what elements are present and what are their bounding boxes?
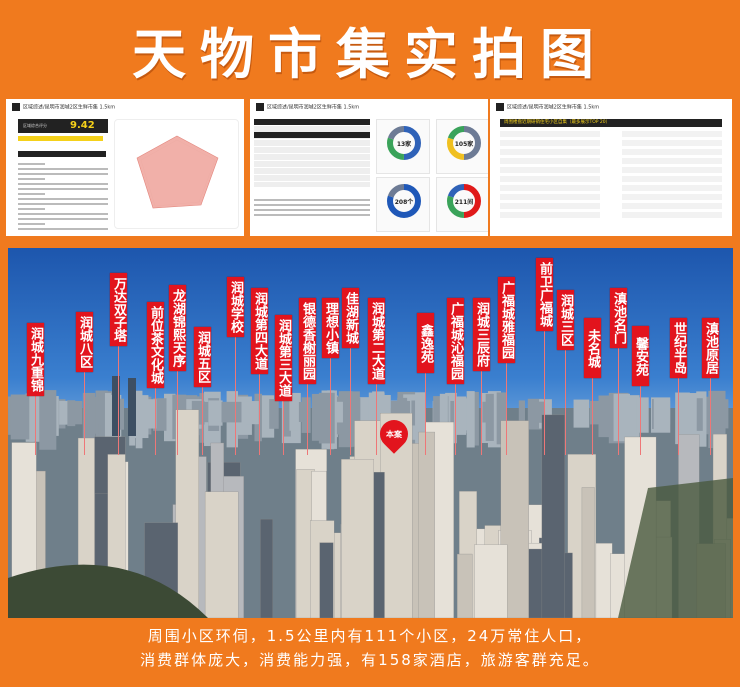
flag-pole <box>330 358 331 455</box>
flag-pole <box>678 378 679 455</box>
report-card-table: 区域综述/昆明市润城2区生鲜市集 1.5km 周围楼盘近期研销住宅小区自集（最多… <box>490 99 732 236</box>
page-title: 天物市集实拍图 <box>132 23 608 86</box>
landmark-label: 佳湖新城 <box>342 288 359 348</box>
landmark-label: 银德香榭丽园 <box>299 298 316 384</box>
flag-pole <box>283 401 284 455</box>
flag-pole <box>455 384 456 455</box>
table-right <box>622 131 722 221</box>
donut-chart: 211间 <box>436 177 488 232</box>
flag-pole <box>481 371 482 455</box>
flag-pole <box>565 350 566 455</box>
flag-pole <box>618 348 619 455</box>
report-card-overview: 区域综述/昆明市润城2区生鲜市集 1.5km 13家 105家 208个 211间 <box>250 99 488 236</box>
landmark-label: 世纪半岛 <box>670 318 687 378</box>
landmark-label: 润城第二大道 <box>368 298 385 384</box>
card-header: 区域综述/昆明市润城2区生鲜市集 1.5km <box>267 104 360 111</box>
landmark-label: 龙湖锦熙天序 <box>169 285 186 371</box>
flag-pole <box>350 348 351 455</box>
card-header: 区域综述/昆明市润城2区生鲜市集 1.5km <box>23 104 116 111</box>
flag-pole <box>425 373 426 455</box>
donut-label: 13家 <box>396 141 412 148</box>
score-bar <box>18 136 103 141</box>
flag-pole <box>202 387 203 455</box>
section-bar <box>18 151 106 157</box>
flag-pole <box>710 378 711 455</box>
flag-pole <box>640 386 641 455</box>
footer-text: 周围小区环伺，1.5公里内有111个小区，24万常住人口， 消费群体庞大，消费能… <box>0 624 740 672</box>
landmark-label: 未名城 <box>584 318 601 378</box>
flag-pole <box>544 331 545 455</box>
marker-label: 本案 <box>386 429 402 439</box>
header-square-icon <box>496 103 504 111</box>
landmark-label: 润城五区 <box>194 327 211 387</box>
score-box: 区域综合评分 9.42 <box>18 119 108 133</box>
landmark-label: 理想小镇 <box>322 298 339 358</box>
text-lines <box>18 163 108 233</box>
landmark-label: 广福城沁福园 <box>447 298 464 384</box>
landmark-label: 润城三辰府 <box>473 298 490 371</box>
radar-chart <box>136 135 219 209</box>
landmark-label: 鑫逸苑 <box>417 313 434 373</box>
landmark-label: 润城九重锦 <box>27 323 44 396</box>
flag-pole <box>592 378 593 455</box>
city-skyline <box>8 376 733 618</box>
header-square-icon <box>12 103 20 111</box>
flag-pole <box>118 346 119 455</box>
card-header: 区域综述/昆明市润城2区生鲜市集 1.5km <box>507 104 600 111</box>
report-card-score: 区域综述/昆明市润城2区生鲜市集 1.5km 区域综合评分 9.42 <box>6 99 244 236</box>
landmark-label: 前卫广福城 <box>536 258 553 331</box>
table-left <box>500 131 600 221</box>
donut-label: 211间 <box>454 199 474 206</box>
flag-pole <box>259 374 260 455</box>
radar-panel <box>114 119 239 229</box>
flag-pole <box>506 363 507 455</box>
donut-chart: 208个 <box>376 177 430 232</box>
landmark-label: 润城第三大道 <box>275 315 292 401</box>
flag-pole <box>376 384 377 455</box>
landmark-label: 润城三区 <box>557 290 574 350</box>
landmark-label: 润城八区 <box>76 312 93 372</box>
landmark-label: 广福城雅福园 <box>498 277 515 363</box>
footer-line-1: 周围小区环伺，1.5公里内有111个小区，24万常住人口， <box>147 627 593 645</box>
landmark-label: 万达双子塔 <box>110 273 127 346</box>
landmark-label: 润城学校 <box>227 277 244 337</box>
aerial-photo <box>8 248 733 618</box>
landmark-label: 馨安苑 <box>632 326 649 386</box>
landmark-label: 滇池名门 <box>610 288 627 348</box>
flag-pole <box>177 371 178 455</box>
flag-pole <box>235 337 236 455</box>
donut-chart: 13家 <box>376 119 430 174</box>
score-label: 区域综合评分 <box>23 123 47 128</box>
landmark-label: 前位茶文化城 <box>147 302 164 388</box>
text-lines <box>254 199 370 219</box>
flag-pole <box>84 372 85 455</box>
flag-pole <box>155 388 156 455</box>
landmark-label: 滇池原居 <box>702 318 719 378</box>
footer-line-2: 消费群体庞大，消费能力强，有158家酒店，旅游客群充足。 <box>140 651 600 669</box>
donut-label: 208个 <box>394 199 414 206</box>
header-square-icon <box>256 103 264 111</box>
flag-pole <box>35 396 36 455</box>
landmark-label: 润城第四大道 <box>251 288 268 374</box>
donut-chart: 105家 <box>436 119 488 174</box>
table-title: 周围楼盘近期研销住宅小区自集（最多展示TOP 20） <box>500 119 722 127</box>
donut-label: 105家 <box>454 141 474 148</box>
summary-table <box>254 119 370 187</box>
score-value: 9.42 <box>70 120 95 131</box>
flag-pole <box>307 384 308 455</box>
